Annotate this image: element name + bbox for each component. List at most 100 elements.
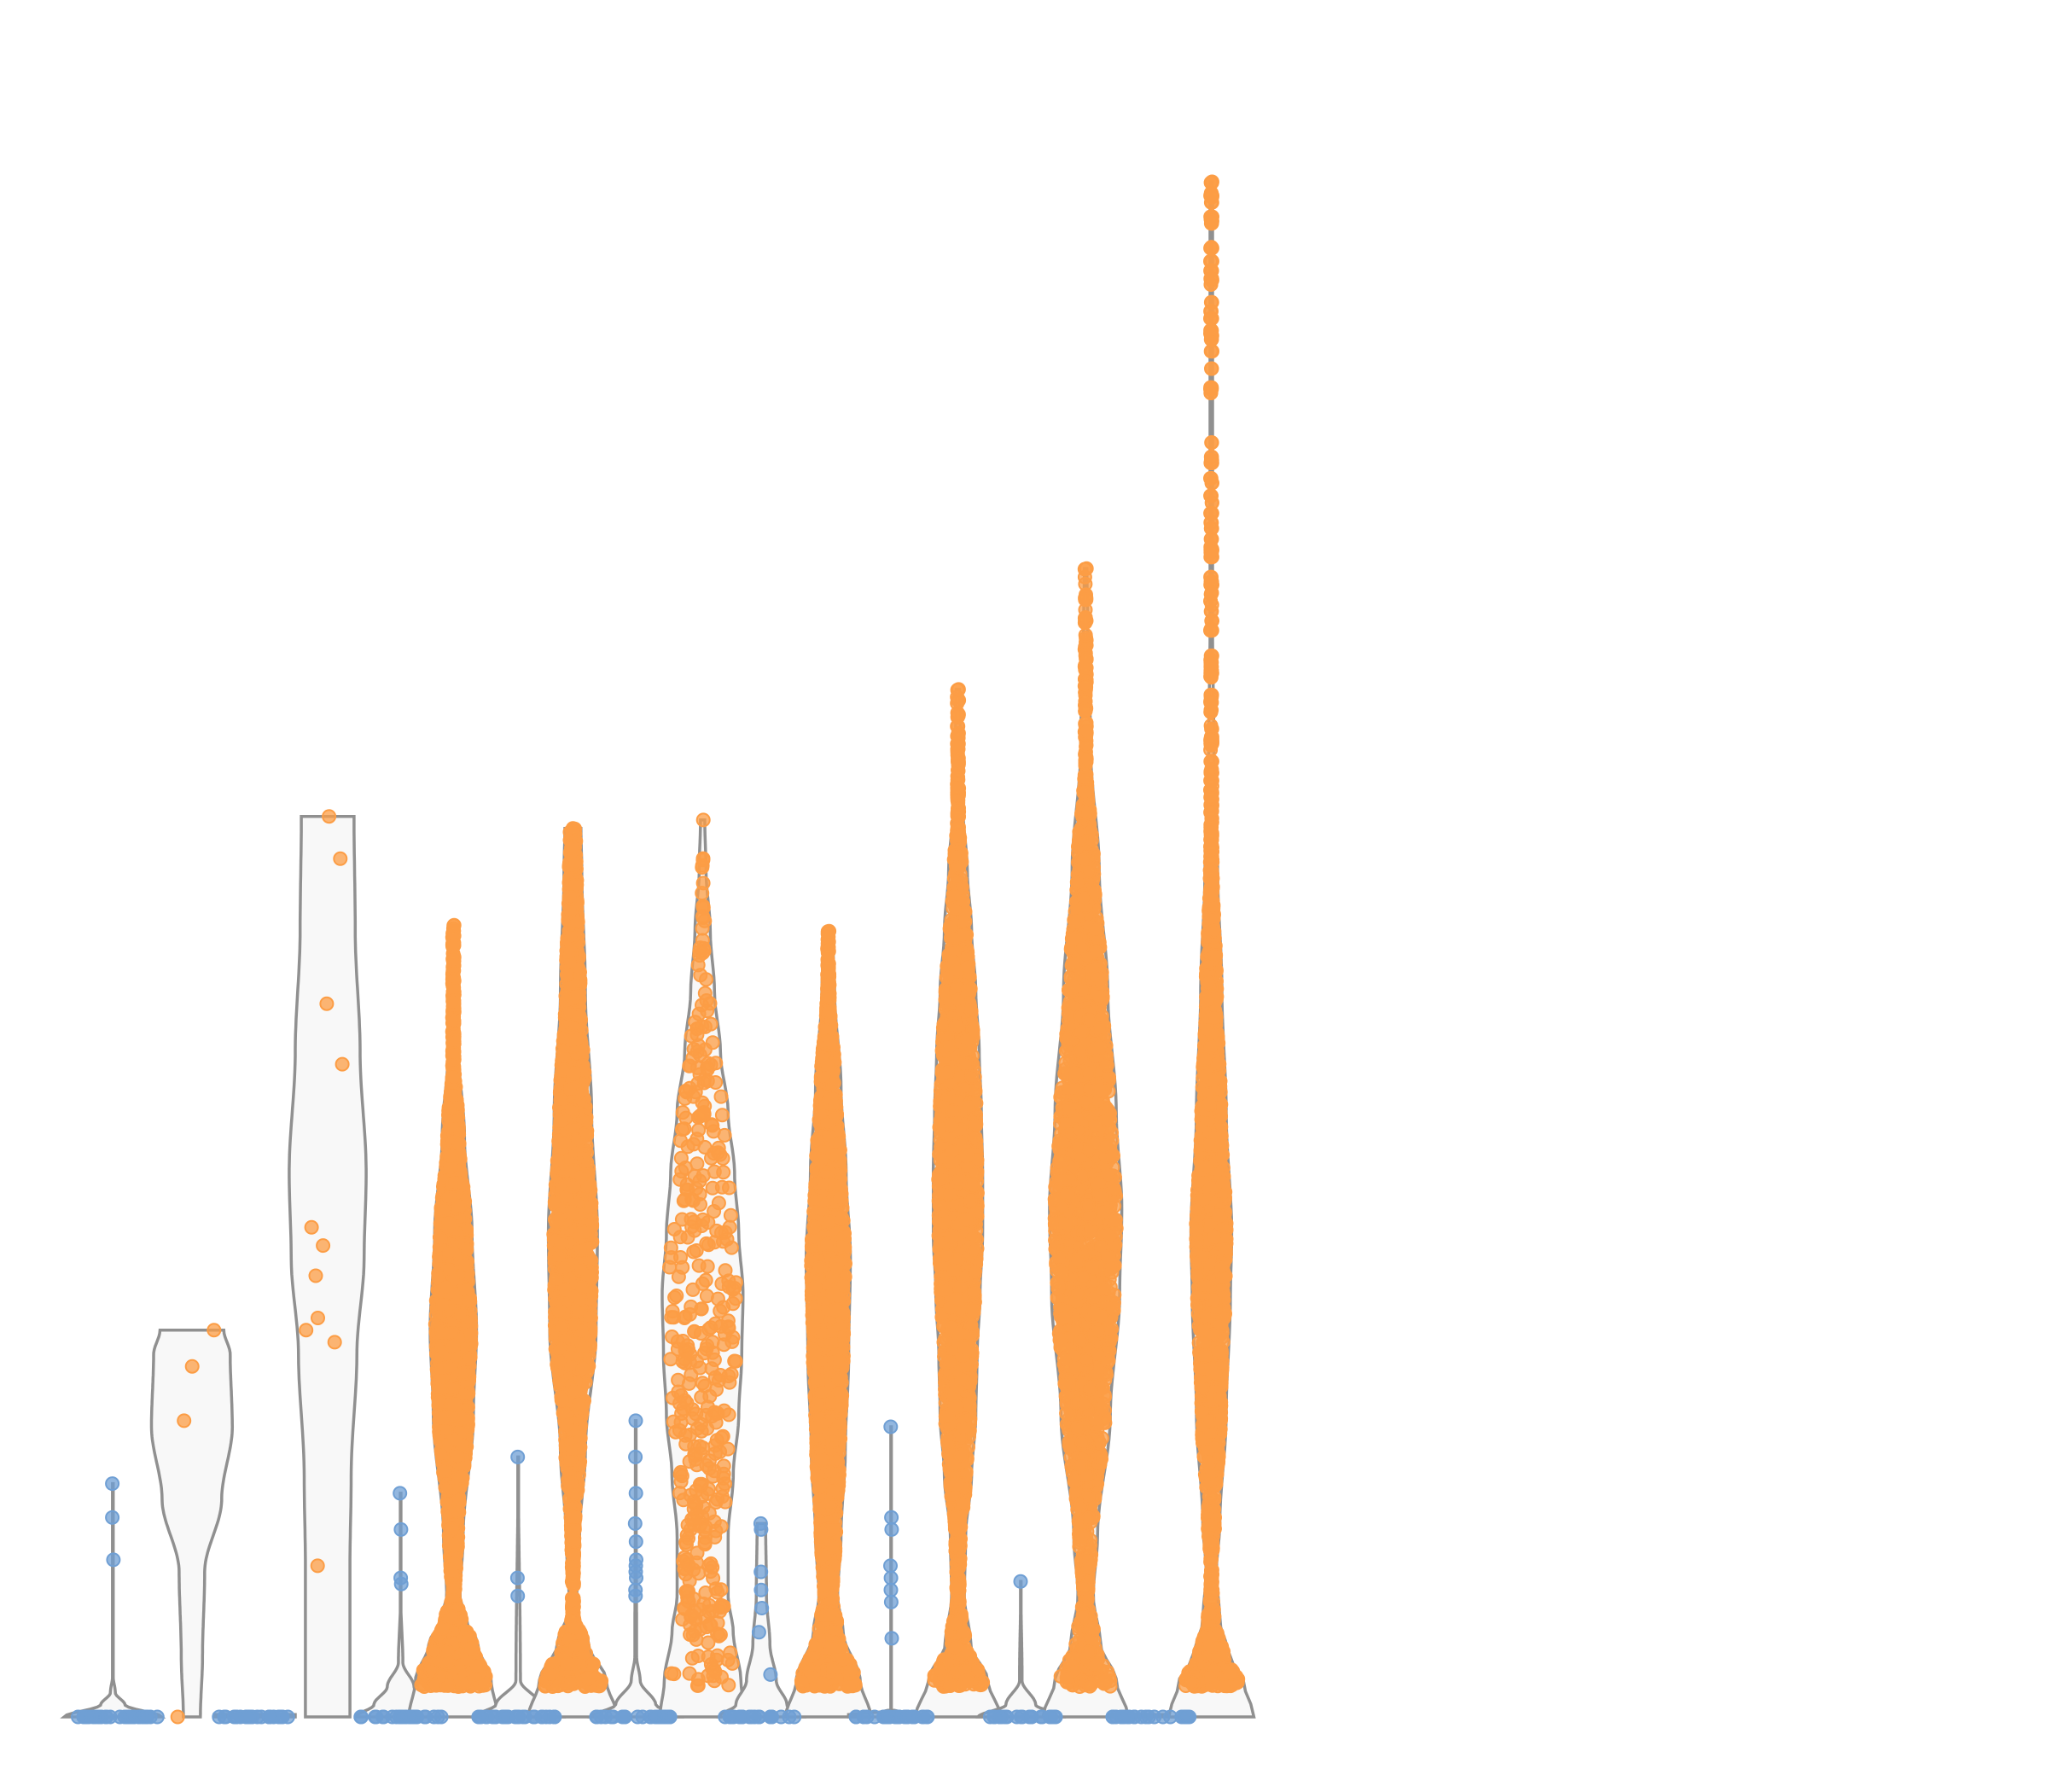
data-point [454, 1469, 469, 1485]
data-point [393, 1486, 408, 1501]
data-point [450, 1450, 465, 1464]
violin-2 [149, 1328, 235, 1719]
data-point [443, 1359, 458, 1375]
data-point [442, 1245, 457, 1260]
data-point [434, 1620, 450, 1636]
data-point [451, 1136, 467, 1151]
data-point [393, 1570, 409, 1585]
data-point [368, 1709, 383, 1725]
data-point [445, 953, 461, 968]
data-point [433, 1382, 449, 1397]
data-point [407, 1709, 422, 1725]
data-point [310, 1558, 325, 1574]
data-point [439, 1644, 455, 1659]
data-point [510, 1588, 526, 1603]
data-point [126, 1709, 141, 1725]
data-point [105, 1476, 120, 1492]
data-point [446, 1581, 462, 1596]
data-point [499, 1709, 515, 1725]
data-point [547, 1709, 562, 1725]
data-point [480, 1709, 495, 1725]
data-point [444, 1521, 459, 1537]
data-point [262, 1709, 277, 1725]
data-point [469, 1659, 485, 1674]
data-point [105, 1510, 120, 1525]
data-point [445, 1045, 461, 1061]
data-point [439, 1280, 454, 1295]
data-point [462, 1351, 477, 1366]
data-point [446, 1071, 462, 1085]
data-point [99, 1709, 114, 1725]
data-point [441, 1216, 457, 1231]
data-point [448, 1176, 463, 1191]
data-point [184, 1359, 200, 1374]
data-point [457, 1257, 472, 1272]
data-point [431, 1393, 446, 1409]
data-point [212, 1709, 227, 1725]
data-point [299, 1323, 314, 1338]
data-point [311, 1311, 325, 1325]
data-point [457, 1365, 472, 1381]
data-point [241, 1709, 257, 1725]
data-point [445, 1120, 459, 1135]
data-point [170, 1709, 185, 1725]
data-point [280, 1709, 295, 1725]
data-point [463, 1641, 478, 1656]
data-point [424, 1663, 439, 1679]
violin-4 [288, 814, 368, 1719]
data-point [460, 1412, 475, 1428]
data-point [457, 1282, 473, 1297]
data-point [527, 1709, 542, 1725]
data-point [445, 1609, 460, 1625]
data-point [445, 1326, 460, 1341]
data-point [439, 1482, 455, 1498]
data-point [434, 1410, 450, 1425]
data-point [322, 809, 337, 824]
data-point [447, 1397, 463, 1412]
data-point [446, 1033, 462, 1049]
data-point [509, 1570, 525, 1585]
data-point [177, 1413, 192, 1428]
data-point [71, 1709, 85, 1725]
data-point [335, 1056, 350, 1072]
data-point [106, 1552, 121, 1568]
data-point [454, 1306, 468, 1322]
data-point [433, 1709, 449, 1725]
data-point [459, 1242, 474, 1258]
data-point [446, 938, 462, 953]
data-point [427, 1644, 441, 1660]
data-point [427, 1678, 442, 1693]
data-point [304, 1219, 319, 1235]
data-point [445, 1339, 461, 1354]
data-point [462, 1628, 477, 1644]
data-point [437, 1463, 452, 1478]
data-point [446, 1013, 462, 1028]
data-point [353, 1709, 369, 1725]
data-point [327, 1335, 342, 1350]
data-point [437, 1201, 452, 1217]
data-point [444, 1564, 459, 1580]
data-point [433, 1231, 448, 1247]
data-point [446, 917, 462, 933]
data-point [207, 1323, 222, 1338]
data-point [442, 1190, 457, 1206]
data-point [316, 1238, 331, 1254]
data-point [393, 1521, 409, 1537]
data-point [333, 851, 348, 866]
data-point [510, 1449, 526, 1464]
data-point [229, 1709, 244, 1725]
data-point [445, 993, 461, 1009]
data-point [308, 1268, 323, 1283]
data-point [463, 1327, 478, 1342]
data-point [442, 1148, 457, 1163]
points-layer [71, 174, 1246, 1725]
data-point [445, 1089, 460, 1104]
data-point [439, 1423, 454, 1438]
data-point [319, 996, 335, 1011]
data-point [451, 1493, 466, 1509]
data-point [458, 1387, 473, 1402]
data-point [435, 1298, 451, 1313]
data-point [447, 1537, 463, 1552]
data-point [138, 1709, 154, 1725]
